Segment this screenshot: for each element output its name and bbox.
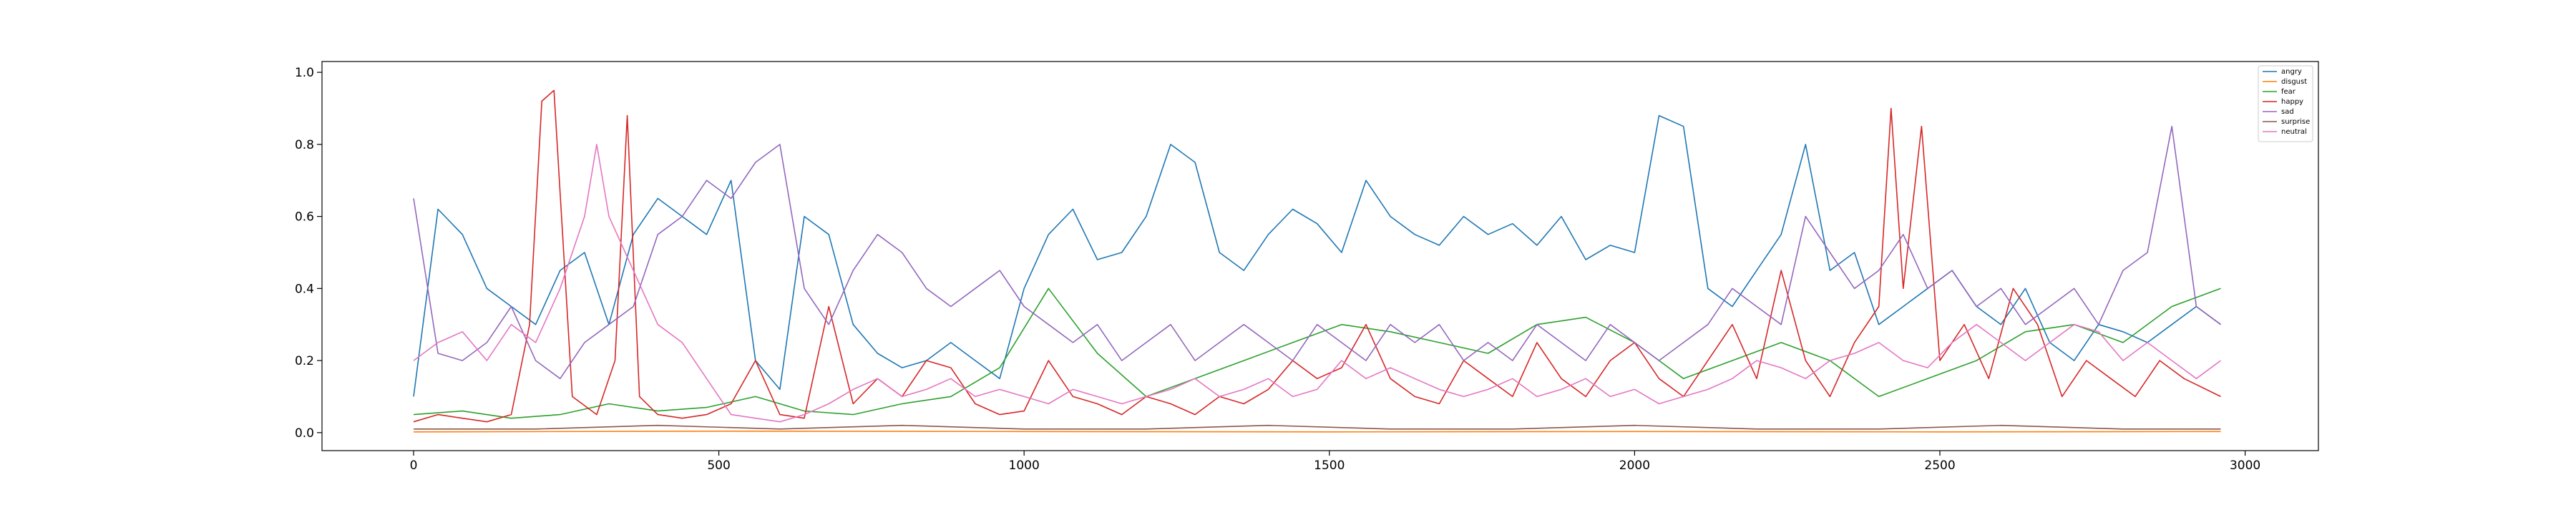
y-tick-label: 0.0 xyxy=(295,426,314,441)
legend: angry disgust fear happy sad surprise neutral xyxy=(2258,65,2313,142)
x-tick-label: 500 xyxy=(707,458,730,473)
x-tick-label: 3000 xyxy=(2230,458,2260,473)
y-tick-label: 0.8 xyxy=(295,138,314,152)
series-line-sad xyxy=(413,125,2221,380)
x-tick-label: 2000 xyxy=(1619,458,1650,473)
y-tick-label: 0.6 xyxy=(295,210,314,225)
x-axis: 0 500 1000 1500 2000 2500 3000 xyxy=(410,451,2260,473)
series-line-neutral xyxy=(413,144,2221,423)
plot-frame xyxy=(321,61,2319,451)
legend-label-disgust: disgust xyxy=(2281,78,2307,86)
y-tick-label: 0.4 xyxy=(295,282,314,296)
y-axis: 0.0 0.2 0.4 0.6 0.8 1.0 xyxy=(295,66,322,441)
legend-label-surprise: surprise xyxy=(2281,118,2310,126)
legend-label-angry: angry xyxy=(2281,68,2302,76)
series-line-disgust xyxy=(413,430,2221,433)
legend-label-fear: fear xyxy=(2281,88,2296,96)
legend-label-sad: sad xyxy=(2281,108,2294,116)
series-line-angry xyxy=(413,114,2221,397)
series-line-fear xyxy=(413,288,2221,419)
series-line-surprise xyxy=(414,424,2221,430)
x-tick-label: 1500 xyxy=(1314,458,1345,473)
y-tick-label: 0.2 xyxy=(295,354,314,368)
x-tick-label: 1000 xyxy=(1009,458,1040,473)
series-layer xyxy=(413,89,2221,433)
y-tick-label: 1.0 xyxy=(295,66,314,80)
x-tick-label: 2500 xyxy=(1924,458,1955,473)
legend-label-happy: happy xyxy=(2281,98,2303,106)
legend-box xyxy=(2258,65,2313,142)
x-tick-label: 0 xyxy=(410,458,418,473)
legend-label-neutral: neutral xyxy=(2281,128,2307,136)
